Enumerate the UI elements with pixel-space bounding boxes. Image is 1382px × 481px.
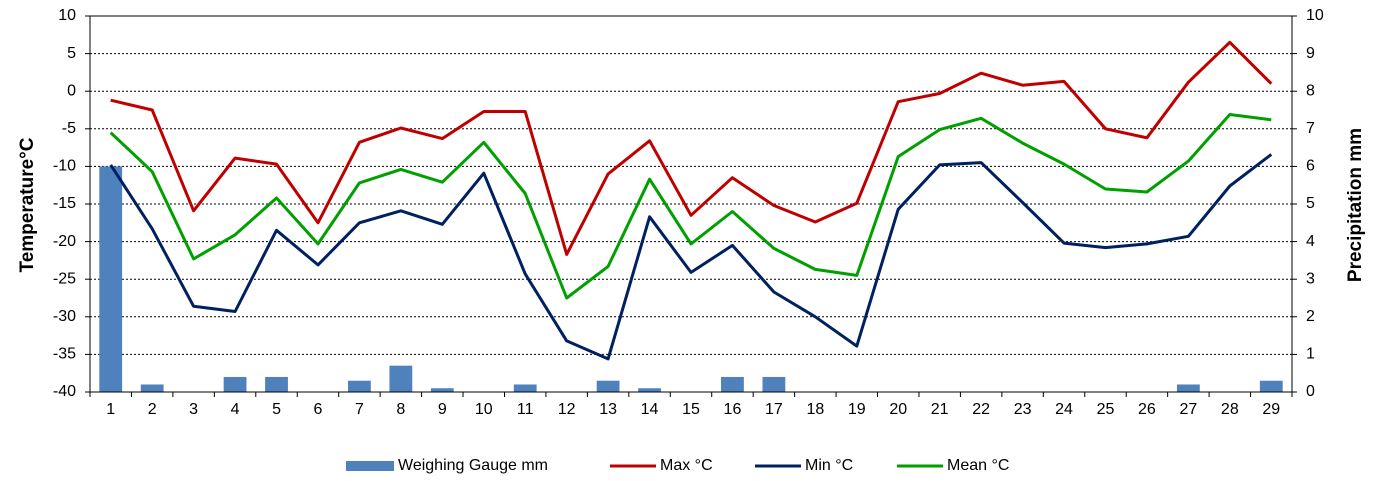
- bar: [348, 380, 371, 392]
- right-tick-label: 2: [1306, 308, 1315, 325]
- x-tick-label: 1: [106, 401, 115, 418]
- precipitation-bars: [99, 166, 1283, 392]
- bar: [1176, 384, 1200, 392]
- right-tick-label: 7: [1306, 120, 1315, 137]
- legend: Weighing Gauge mm Max °C Min °C Mean °C: [346, 457, 1009, 474]
- bar: [721, 376, 744, 392]
- right-tick-label: 6: [1306, 158, 1315, 175]
- x-axis-ticks: 1 2 3 4 5 6 7 8 9 10 11 12 13 14 15 16 17 18 19 20 21 22 23 24 2…: [106, 401, 1280, 418]
- series-line: [109, 153, 1273, 361]
- right-tick-label: 4: [1306, 233, 1315, 250]
- x-tick-label: 23: [1014, 401, 1032, 418]
- plot-frame: [85, 15, 1297, 397]
- left-tick-label: 10: [58, 7, 76, 24]
- x-tick-label: 4: [231, 401, 240, 418]
- left-tick-label: -10: [53, 158, 76, 175]
- legend-label: Min °C: [805, 457, 853, 474]
- x-tick-label: 20: [889, 401, 907, 418]
- bar: [389, 365, 413, 392]
- x-tick-label: 6: [314, 401, 323, 418]
- x-tick-label: 18: [806, 401, 824, 418]
- x-tick-label: 16: [724, 401, 742, 418]
- right-tick-label: 5: [1306, 195, 1315, 212]
- bar: [1259, 380, 1283, 392]
- legend-label: Weighing Gauge mm: [398, 457, 548, 474]
- bar: [596, 380, 620, 392]
- bar: [762, 376, 786, 392]
- left-tick-label: -15: [53, 195, 76, 212]
- x-tick-label: 10: [475, 401, 493, 418]
- x-tick-label: 15: [682, 401, 700, 418]
- x-tick-label: 14: [641, 401, 659, 418]
- x-tick-label: 21: [931, 401, 949, 418]
- x-tick-label: 9: [438, 401, 447, 418]
- legend-label: Mean °C: [947, 457, 1009, 474]
- x-tick-label: 13: [599, 401, 617, 418]
- bar: [140, 384, 164, 392]
- left-tick-label: -40: [53, 383, 76, 400]
- x-tick-label: 27: [1179, 401, 1197, 418]
- right-axis-ticks: 0 1 2 3 4 5 6 7 8 9 10: [1306, 7, 1324, 400]
- right-tick-label: 8: [1306, 82, 1315, 99]
- left-tick-label: 0: [67, 82, 76, 99]
- x-tick-label: 3: [189, 401, 198, 418]
- bar: [638, 388, 661, 392]
- x-tick-label: 12: [558, 401, 576, 418]
- bar: [99, 166, 123, 392]
- x-tick-label: 29: [1262, 401, 1280, 418]
- x-tick-label: 22: [972, 401, 990, 418]
- left-tick-label: -30: [53, 308, 76, 325]
- legend-swatch: [346, 461, 394, 471]
- y-right-axis-title: Precipitation mm: [1345, 128, 1366, 282]
- right-tick-label: 0: [1306, 383, 1315, 400]
- x-tick-label: 7: [355, 401, 364, 418]
- temperature-lines: [109, 40, 1273, 361]
- right-tick-label: 1: [1306, 346, 1315, 363]
- left-tick-label: -35: [53, 346, 76, 363]
- x-tick-label: 2: [148, 401, 157, 418]
- bar: [223, 376, 247, 392]
- x-tick-label: 19: [848, 401, 866, 418]
- right-tick-label: 3: [1306, 270, 1315, 287]
- series-line: [109, 113, 1272, 300]
- x-tick-label: 28: [1221, 401, 1239, 418]
- left-tick-label: 5: [67, 45, 76, 62]
- bar: [430, 388, 454, 392]
- left-tick-label: -25: [53, 270, 76, 287]
- left-tick-label: -20: [53, 233, 76, 250]
- series-line: [110, 40, 1273, 256]
- left-tick-label: -5: [62, 120, 76, 137]
- x-tick-label: 11: [517, 401, 534, 418]
- x-tick-label: 24: [1055, 401, 1073, 418]
- legend-label: Max °C: [660, 457, 713, 474]
- y-left-axis-title: Temperature°C: [17, 137, 38, 272]
- x-tick-label: 17: [765, 401, 783, 418]
- x-tick-label: 25: [1097, 401, 1115, 418]
- left-axis-ticks: -40 -35 -30 -25 -20 -15 -10 -5 0 5 10: [53, 7, 76, 400]
- x-tick-label: 8: [396, 401, 405, 418]
- bar: [265, 376, 288, 392]
- right-tick-label: 10: [1306, 7, 1324, 24]
- right-tick-label: 9: [1306, 45, 1315, 62]
- bar: [513, 384, 537, 392]
- x-tick-label: 5: [272, 401, 281, 418]
- x-tick-label: 26: [1138, 401, 1156, 418]
